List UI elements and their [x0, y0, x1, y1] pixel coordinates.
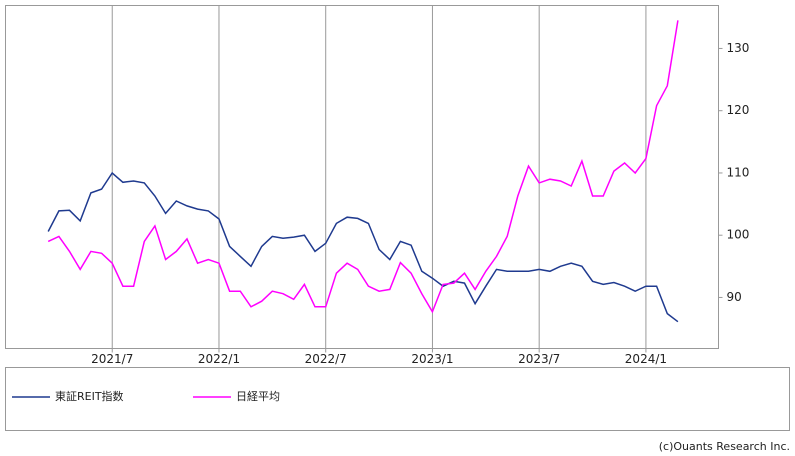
x-tick-label: 2022/1	[198, 352, 240, 366]
x-tick-label: 2022/7	[305, 352, 347, 366]
y-tick-label: 120	[727, 103, 750, 117]
legend-label: 東証REIT指数	[55, 389, 124, 403]
x-tick-label: 2023/7	[518, 352, 560, 366]
x-tick-label: 2021/7	[91, 352, 133, 366]
x-tick-label: 2024/1	[625, 352, 667, 366]
series-line	[47, 171, 679, 323]
credit: (c)Ouants Research Inc.	[659, 440, 790, 453]
plot-frame	[5, 5, 719, 349]
y-tick-label: 130	[727, 41, 750, 55]
legend-box	[5, 367, 790, 431]
y-tick-label: 90	[727, 290, 742, 304]
x-tick-label: 2023/1	[411, 352, 453, 366]
y-tick-label: 110	[727, 165, 750, 179]
series-line	[47, 20, 679, 314]
y-tick-label: 100	[727, 228, 750, 242]
legend-label: 日経平均	[236, 390, 280, 403]
